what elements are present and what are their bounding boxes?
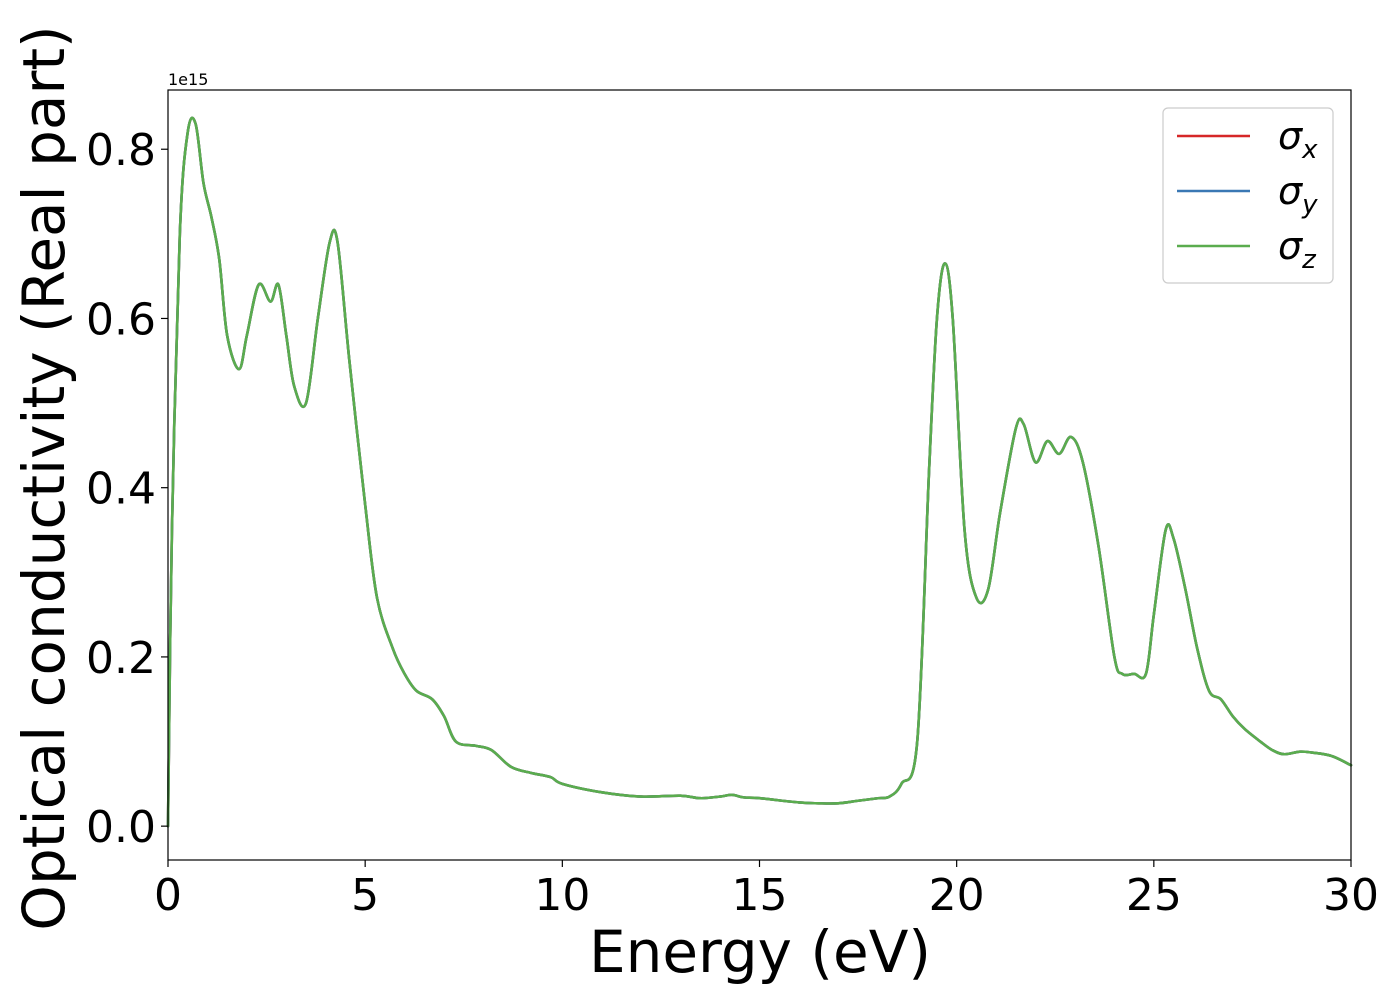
- y-axis: 0.0 0.2 0.4 0.6 0.8: [86, 125, 168, 853]
- legend-label-subscript: z: [1301, 245, 1317, 275]
- series-line-z: [166, 116, 1353, 828]
- x-tick-label: 0: [154, 870, 182, 921]
- legend-label-symbol: σ: [1278, 114, 1304, 158]
- legend-label-x: σx: [1278, 114, 1318, 165]
- x-tick-label: 30: [1323, 870, 1379, 921]
- offset-text: 1e15: [168, 70, 208, 89]
- legend-label-symbol: σ: [1278, 224, 1304, 268]
- x-axis: 0 5 10 15 20 25 30: [154, 860, 1379, 921]
- legend-label-subscript: x: [1301, 135, 1318, 165]
- x-tick-label: 25: [1126, 870, 1182, 921]
- y-tick-label: 0.0: [86, 802, 156, 853]
- legend-box: [1162, 107, 1334, 284]
- x-tick-label: 15: [732, 870, 788, 921]
- x-tick-label: 20: [929, 870, 985, 921]
- x-tick-label: 5: [351, 870, 379, 921]
- plot-area: [166, 116, 1353, 828]
- y-tick-label: 0.2: [86, 633, 156, 684]
- x-axis-label: Energy (eV): [589, 918, 931, 986]
- legend-label-y: σy: [1278, 169, 1318, 220]
- y-tick-label: 0.6: [86, 294, 156, 345]
- y-axis-label: Optical conductivity (Real part): [10, 25, 78, 930]
- legend-label-subscript: y: [1301, 190, 1318, 220]
- legend-label-symbol: σ: [1278, 169, 1304, 213]
- y-tick-label: 0.4: [86, 464, 156, 515]
- y-tick-label: 0.8: [86, 125, 156, 176]
- legend-label-z: σz: [1278, 224, 1317, 275]
- x-tick-label: 10: [534, 870, 590, 921]
